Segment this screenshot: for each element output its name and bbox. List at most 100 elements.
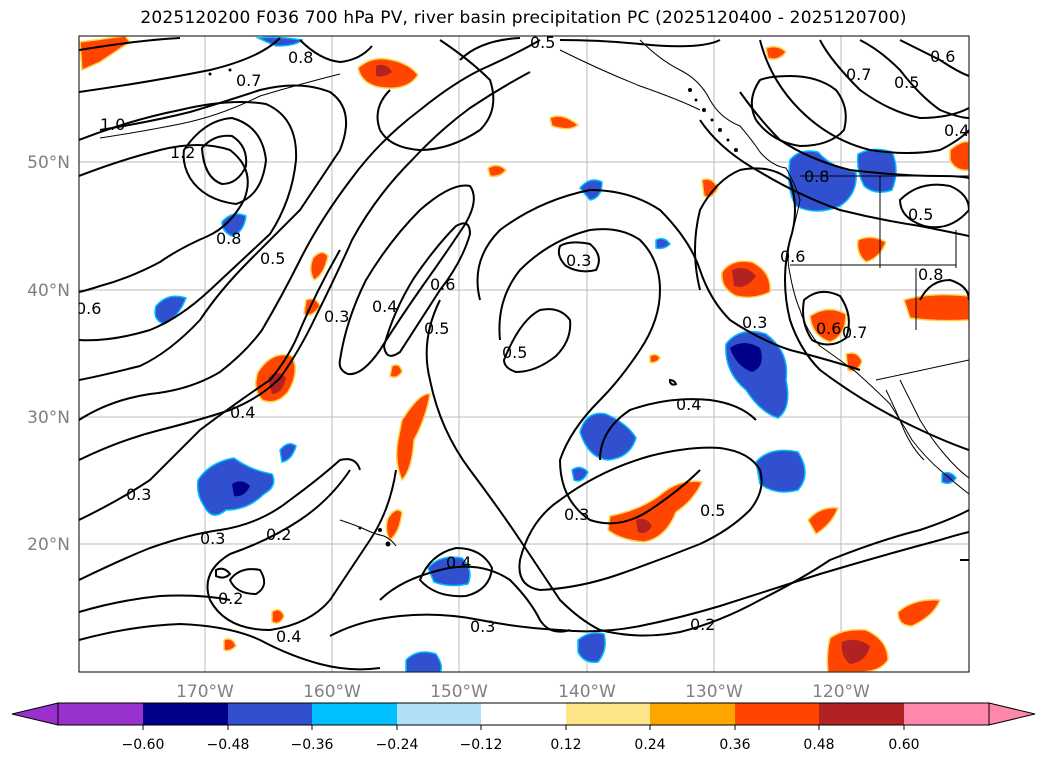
contour-label: 0.8 — [216, 229, 241, 248]
pv-contour-line — [498, 228, 701, 525]
colorbar-segment — [904, 703, 989, 725]
precip-positive-region — [271, 609, 285, 624]
us-mexico-border — [875, 359, 969, 381]
latitude-labels: 50°N 40°N 30°N 20°N — [27, 153, 70, 555]
contour-label: 0.7 — [236, 71, 261, 90]
pv-contour-line — [802, 290, 850, 346]
contour-label: 0.8 — [918, 265, 943, 284]
aleutian-islands — [99, 73, 341, 139]
contour-label: 0.4 — [446, 553, 471, 572]
pv-contour-line — [182, 116, 268, 206]
map-frame — [78, 35, 970, 673]
precip-negative-region — [577, 632, 606, 664]
precip-positive-region — [223, 638, 237, 652]
contour-label: 0.3 — [564, 505, 589, 524]
precip-negative-region — [154, 295, 187, 325]
precip-positive-region — [903, 293, 969, 322]
colorbar-extend-min — [11, 702, 59, 726]
precip-positive-region — [549, 115, 580, 130]
pv-contour-line — [215, 567, 232, 579]
pv-contour-line — [79, 101, 298, 342]
precip-negative-region — [427, 556, 471, 587]
contour-label: 0.5 — [700, 501, 725, 520]
contour-label: 0.6 — [76, 299, 101, 318]
pv-contour-line — [750, 74, 847, 148]
contour-label: 0.2 — [218, 589, 243, 608]
colorbar-segment — [819, 703, 904, 725]
pv-contour-line — [819, 39, 969, 120]
pv-contour-line — [79, 594, 231, 613]
colorbar-tick-label: 0.60 — [888, 737, 919, 753]
colorbar-segment — [312, 703, 397, 725]
colorbar-tick-label: 0.36 — [719, 737, 750, 753]
pv-contour-line — [79, 39, 541, 421]
contour-label: 0.7 — [846, 65, 871, 84]
pv-contours — [79, 37, 969, 671]
colorbar-segment — [735, 703, 819, 725]
contour-label: 0.7 — [842, 323, 867, 342]
precip-negative-region — [571, 466, 589, 482]
precip-strong-positive-core — [636, 518, 652, 534]
longitude-labels: 170°W 160°W 150°W 140°W 130°W 120°W — [176, 682, 870, 702]
precip-strong-positive-core — [376, 64, 392, 77]
pv-contour-line — [899, 39, 969, 77]
contour-label: 0.3 — [742, 313, 767, 332]
map-title: 2025120200 F036 700 hPa PV, river basin … — [140, 8, 907, 28]
pv-contour-line — [382, 222, 472, 357]
precipitation-fill — [79, 36, 969, 672]
precip-strong-negative-core — [232, 481, 250, 497]
alaska-coastline — [639, 39, 969, 495]
precip-positive-region — [385, 509, 403, 542]
pv-contour-line — [79, 71, 531, 461]
colorbar-tick-label: −0.12 — [460, 737, 503, 753]
precip-negative-region — [221, 213, 247, 237]
pv-contour-line — [299, 39, 373, 64]
contour-label: 0.6 — [780, 247, 805, 266]
colorbar-tick-label: 0.12 — [550, 737, 581, 753]
contour-label: 0.2 — [266, 525, 291, 544]
precip-positive-region — [897, 599, 942, 627]
precip-positive-region — [310, 251, 329, 281]
coast-islands — [208, 68, 738, 547]
pv-contour-line — [228, 568, 266, 596]
contour-label: 0.4 — [230, 403, 255, 422]
gridlines — [79, 36, 969, 672]
contour-label: 0.3 — [566, 251, 591, 270]
pv-contour-line — [898, 183, 969, 229]
colorbar-tick-label: −0.48 — [207, 737, 250, 753]
gulf-of-california-coast — [899, 379, 969, 479]
pv-contour-line — [559, 39, 721, 48]
pv-contour-line — [476, 188, 861, 371]
contour-label: 1.2 — [170, 143, 195, 162]
colorbar-tick-label: 0.24 — [634, 737, 665, 753]
contour-label: 1.0 — [100, 115, 125, 134]
baja-coast — [885, 389, 925, 461]
hawaii-islands — [339, 519, 397, 547]
colorbar-segment — [397, 703, 481, 725]
contour-label: 0.3 — [200, 529, 225, 548]
contour-label: 0.3 — [126, 485, 151, 504]
precip-positive-region — [607, 480, 704, 543]
precip-negative-region — [279, 443, 297, 463]
contour-label: 0.5 — [260, 249, 285, 268]
pv-contour-line — [557, 241, 600, 273]
precip-negative-region — [405, 651, 443, 672]
colorbar-extend-max — [988, 702, 1036, 726]
pv-contour-line — [329, 531, 969, 637]
pv-contour-line — [418, 546, 494, 598]
pv-contour-line — [669, 378, 678, 386]
colorbar-tick-label: −0.36 — [291, 737, 334, 753]
colorbar-frame — [57, 702, 990, 726]
colorbar-segment — [566, 703, 650, 725]
contour-label: 0.5 — [502, 343, 527, 362]
contour-label: 0.3 — [470, 617, 495, 636]
contour-labels: 0.8 0.5 0.7 1.0 1.2 0.8 0.5 0.3 0.4 0.6 … — [76, 36, 969, 646]
precip-strong-positive-core — [841, 639, 870, 664]
contour-label: 0.2 — [690, 615, 715, 634]
precip-negative-region — [255, 36, 304, 47]
precip-positive-region — [949, 140, 969, 172]
contour-label: 0.4 — [676, 395, 701, 414]
pv-contour-line — [79, 37, 181, 51]
lon-label-160w: 160°W — [303, 682, 361, 702]
precip-positive-region — [395, 393, 431, 482]
